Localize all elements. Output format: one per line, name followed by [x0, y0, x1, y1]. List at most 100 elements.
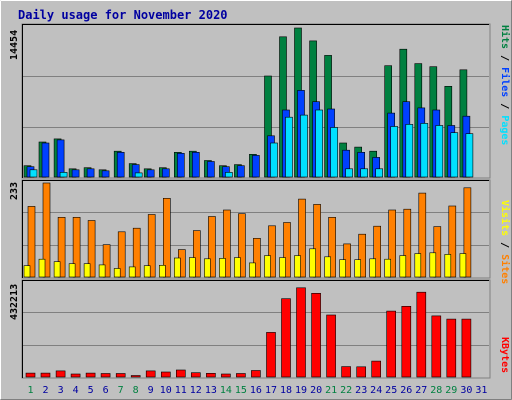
legend-kbytes: KBytes: [499, 337, 510, 373]
sites-bar: [219, 258, 226, 278]
pages-bar: [435, 125, 444, 178]
pages-bar: [450, 132, 459, 178]
pages-bar: [59, 172, 68, 178]
visits-bar: [117, 231, 126, 278]
files-bar: [192, 152, 200, 178]
legend-sites: Sites: [499, 254, 511, 284]
kbytes-bar: [356, 366, 367, 378]
files-bar: [177, 153, 185, 178]
pages-bar: [330, 127, 338, 178]
files-bar: [41, 142, 50, 178]
x-tick-label: 24: [370, 385, 382, 396]
visits-bar: [72, 217, 81, 278]
kbytes-bar: [115, 373, 126, 378]
kbytes-bar: [191, 372, 201, 378]
kbytes-bar: [401, 305, 412, 378]
y-axis-legend: Visits / Sites: [499, 200, 511, 284]
pages-bar: [315, 109, 323, 178]
files-bar: [252, 155, 260, 178]
hits-files-pages-panel: 14454 Hits / Files / Pages: [9, 23, 511, 179]
x-tick-label: 17: [265, 385, 277, 396]
sites-bar: [68, 263, 76, 278]
visits-bar: [283, 222, 291, 278]
kbytes-bar: [100, 373, 111, 378]
visits-bar: [147, 214, 156, 278]
x-tick-label: 21: [325, 385, 337, 396]
x-tick-label: 2: [42, 385, 48, 396]
x-tick-label: 20: [310, 385, 322, 396]
x-tick-label: 1: [27, 385, 33, 396]
kbytes-bar: [296, 287, 306, 378]
pages-bar: [375, 168, 384, 178]
kbytes-bar: [161, 371, 171, 378]
sites-bar: [414, 253, 422, 278]
sites-bar: [459, 253, 467, 278]
files-bar: [207, 161, 215, 178]
x-tick-label: 25: [385, 385, 397, 396]
visits-bar: [433, 226, 442, 278]
kbytes-bar: [236, 373, 246, 378]
panel-border: [21, 279, 491, 379]
visits-bar: [163, 198, 171, 278]
ymax-label: 14454: [9, 30, 20, 60]
visits-bar: [102, 244, 111, 278]
x-tick-label: 28: [430, 385, 442, 396]
sites-bar: [429, 252, 437, 278]
sites-bar: [324, 256, 331, 278]
x-tick-label: 31: [475, 385, 487, 396]
kbytes-bar: [25, 372, 36, 378]
kbytes-bar: [40, 372, 51, 378]
x-tick-label: 9: [148, 385, 154, 396]
sites-bar: [113, 268, 121, 278]
x-tick-label: 30: [460, 385, 472, 396]
sites-bar: [384, 258, 392, 278]
x-tick-label: 26: [400, 385, 412, 396]
pages-bar: [345, 168, 353, 178]
files-bar: [146, 169, 155, 178]
legend-files: Files: [499, 67, 511, 97]
kbytes-bar: [386, 310, 397, 378]
ymax-label: 233: [9, 182, 20, 200]
files-bar: [56, 139, 65, 178]
pages-bar: [420, 123, 429, 178]
x-tick-label: 4: [73, 385, 79, 396]
visits-bar: [313, 204, 321, 278]
x-tick-label: 8: [133, 385, 139, 396]
visits-sites-panel: 233 Visits / Sites: [9, 179, 511, 284]
sites-bar: [309, 248, 316, 278]
kbytes-bar: [326, 314, 336, 378]
visits-bar: [358, 233, 367, 278]
kbytes-bar: [446, 318, 457, 378]
sites-bar: [234, 257, 241, 278]
pages-bar: [285, 116, 293, 178]
pages-bar: [360, 168, 369, 178]
ymax-label: 432213: [9, 284, 20, 320]
sites-bar: [354, 259, 362, 278]
visits-bar: [388, 209, 397, 278]
x-tick-label: 3: [58, 385, 64, 396]
files-bar: [237, 165, 245, 178]
kbytes-bar: [281, 298, 291, 378]
sites-bar: [53, 261, 61, 278]
visits-bar: [42, 182, 51, 278]
pages-bar: [134, 172, 143, 178]
visits-bar: [27, 206, 36, 278]
sites-bar: [143, 265, 151, 278]
kbytes-bar: [145, 370, 156, 378]
files-bar: [101, 170, 110, 178]
y-axis-legend: Hits / Files / Pages: [499, 25, 511, 145]
sites-bar: [369, 258, 377, 278]
visits-bar: [328, 217, 336, 278]
x-tick-label: 27: [415, 385, 427, 396]
kbytes-bar: [431, 315, 442, 378]
visits-bar: [238, 213, 246, 278]
pages-bar: [29, 169, 38, 178]
visits-bar: [448, 205, 457, 278]
sites-bar: [279, 257, 286, 278]
sites-bar: [399, 255, 407, 278]
visits-bar: [298, 198, 306, 278]
x-tick-label: 11: [175, 385, 187, 396]
sites-bar: [159, 264, 166, 278]
visits-bar: [223, 209, 231, 278]
